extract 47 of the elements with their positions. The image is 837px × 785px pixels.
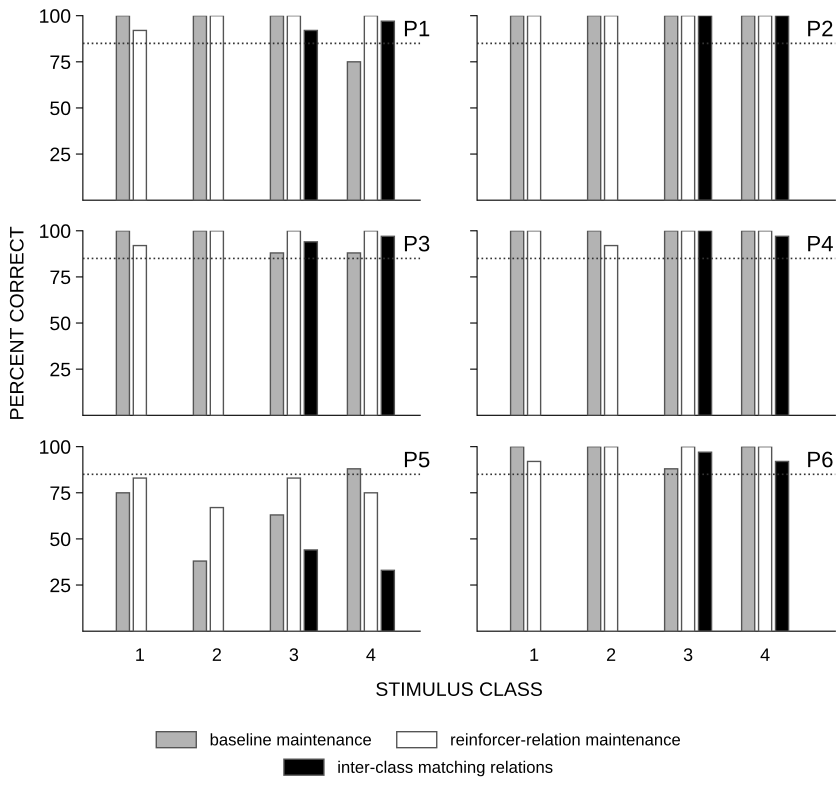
bar (116, 492, 130, 632)
y-tick-label: 75 (50, 486, 70, 500)
chart-title: P5 (404, 452, 430, 468)
bar (116, 16, 130, 200)
bar (286, 477, 302, 632)
bar (132, 477, 148, 632)
y-tick-label: 50 (50, 316, 70, 330)
legend-label: reinforcer-relation maintenance (451, 733, 680, 746)
bar (286, 16, 302, 200)
bar (192, 560, 208, 632)
bar (346, 61, 362, 200)
y-tick-label: 75 (50, 55, 70, 70)
x-tick-label: 3 (684, 648, 692, 662)
y-tick-label: 100 (40, 440, 70, 454)
bar (270, 16, 284, 200)
chart-title: P1 (404, 20, 430, 36)
x-tick-label: 2 (212, 648, 221, 661)
x-tick-label: 4 (760, 648, 770, 661)
y-tick-label: 50 (50, 532, 70, 546)
bar (346, 468, 362, 632)
chart-title: P6 (808, 452, 833, 468)
x-tick-label: 1 (530, 648, 538, 661)
bar (210, 16, 224, 200)
chart-title: P3 (404, 236, 430, 252)
legend-label: baseline maintenance (210, 733, 372, 746)
bar (364, 16, 378, 200)
y-tick-label: 100 (40, 9, 70, 23)
y-tick-label: 25 (50, 148, 70, 162)
x-tick-label: 4 (366, 648, 376, 661)
y-tick-label: 50 (50, 101, 70, 116)
bar (364, 492, 378, 632)
x-tick-label: 1 (136, 648, 144, 661)
y-tick-label: 100 (40, 224, 70, 238)
bar (270, 514, 284, 632)
y-axis-title: PERCENT CORRECT (10, 226, 24, 419)
x-tick-label: 2 (606, 648, 616, 661)
bar (132, 30, 148, 200)
chart-title: P2 (808, 20, 832, 36)
y-tick-label: 25 (50, 362, 70, 376)
legend-label: inter-class matching relations (338, 760, 552, 776)
bar (210, 506, 224, 632)
bar (192, 16, 208, 200)
y-tick-label: 25 (50, 578, 70, 592)
chart-title: P4 (808, 236, 833, 252)
x-axis-title: STIMULUS CLASS (376, 682, 542, 696)
x-tick-label: 3 (290, 648, 298, 662)
y-tick-label: 75 (50, 270, 70, 284)
